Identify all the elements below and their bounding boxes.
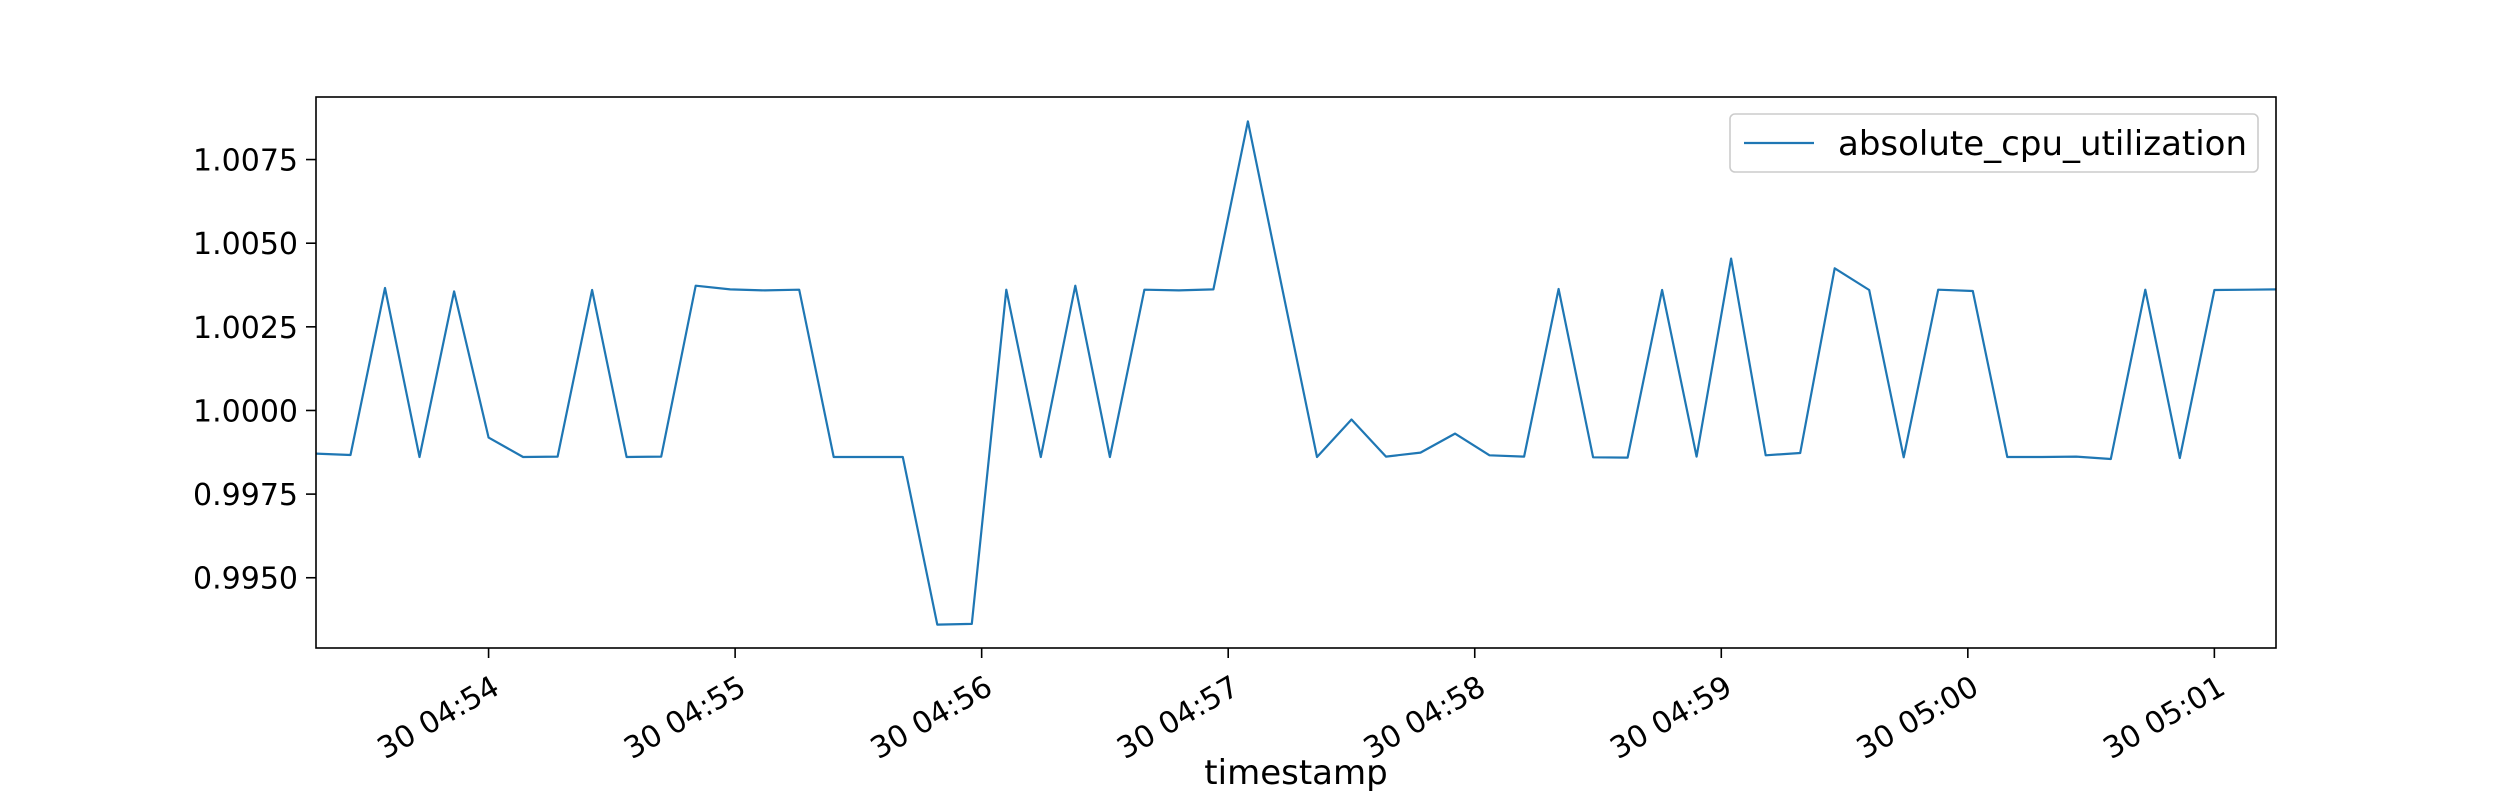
legend-box bbox=[1729, 113, 2259, 173]
series-layer bbox=[316, 120, 2276, 626]
y-tick-label: 1.0025 bbox=[193, 311, 298, 346]
y-tick-label: 0.9950 bbox=[193, 562, 298, 597]
x-tick-label: 30 04:55 bbox=[618, 669, 752, 766]
x-tick-label: 30 04:54 bbox=[372, 669, 506, 766]
x-tick-label: 30 04:56 bbox=[865, 669, 999, 766]
series-line-absolute-cpu-utilization bbox=[316, 120, 2276, 626]
legend: absolute_cpu_utilization bbox=[1729, 113, 2259, 173]
x-axis: 30 04:54 30 04:55 30 04:56 30 04:57 30 04:58… bbox=[372, 648, 2231, 767]
legend-label-absolute-cpu-utilization: absolute_cpu_utilization bbox=[1838, 124, 2247, 164]
x-axis-title: timestamp bbox=[1204, 753, 1387, 793]
y-axis: 0.9950 0.9975 1.0000 1.0025 1.0050 1.0075 bbox=[193, 144, 316, 597]
y-tick-label: 1.0075 bbox=[193, 144, 298, 179]
axes-frame bbox=[315, 96, 2277, 649]
y-tick-label: 0.9975 bbox=[193, 478, 298, 513]
y-tick-label: 1.0000 bbox=[193, 394, 298, 429]
y-tick-label: 1.0050 bbox=[193, 227, 298, 262]
x-tick-label: 30 05:00 bbox=[1851, 669, 1985, 766]
x-tick-label: 30 05:01 bbox=[2097, 669, 2231, 766]
x-tick-label: 30 04:59 bbox=[1604, 669, 1738, 766]
